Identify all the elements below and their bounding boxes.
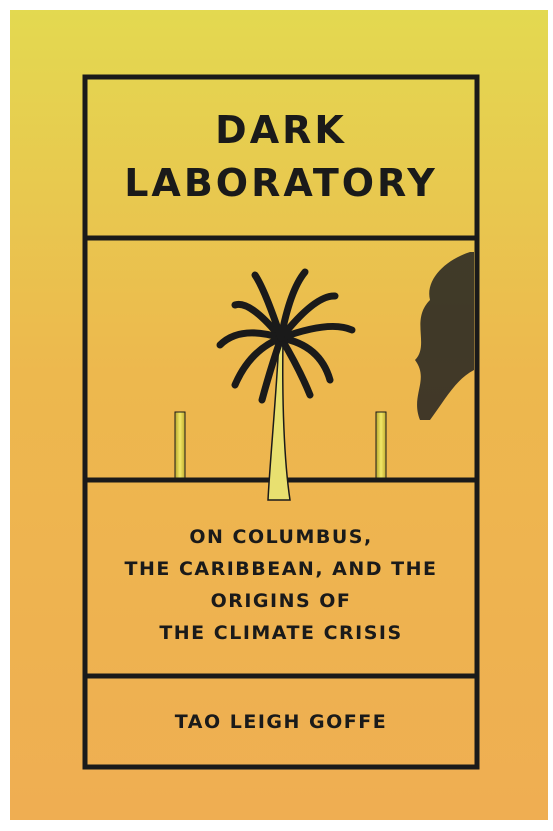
chimney bbox=[376, 412, 386, 478]
subtitle-line: THE CARIBBEAN, AND THE bbox=[124, 558, 437, 580]
chimney bbox=[175, 412, 185, 478]
title-line: DARK bbox=[215, 108, 347, 152]
book-cover: DARK LABORATORY ON COLUMBUS, THE CARIBBE… bbox=[0, 0, 553, 831]
author: TAO LEIGH GOFFE bbox=[175, 711, 387, 733]
title-line: LABORATORY bbox=[124, 161, 438, 205]
subtitle-line: ON COLUMBUS, bbox=[189, 526, 372, 548]
subtitle-line: ORIGINS OF bbox=[211, 590, 352, 612]
page: DARK LABORATORY ON COLUMBUS, THE CARIBBE… bbox=[0, 0, 553, 831]
subtitle-line: THE CLIMATE CRISIS bbox=[159, 622, 402, 644]
